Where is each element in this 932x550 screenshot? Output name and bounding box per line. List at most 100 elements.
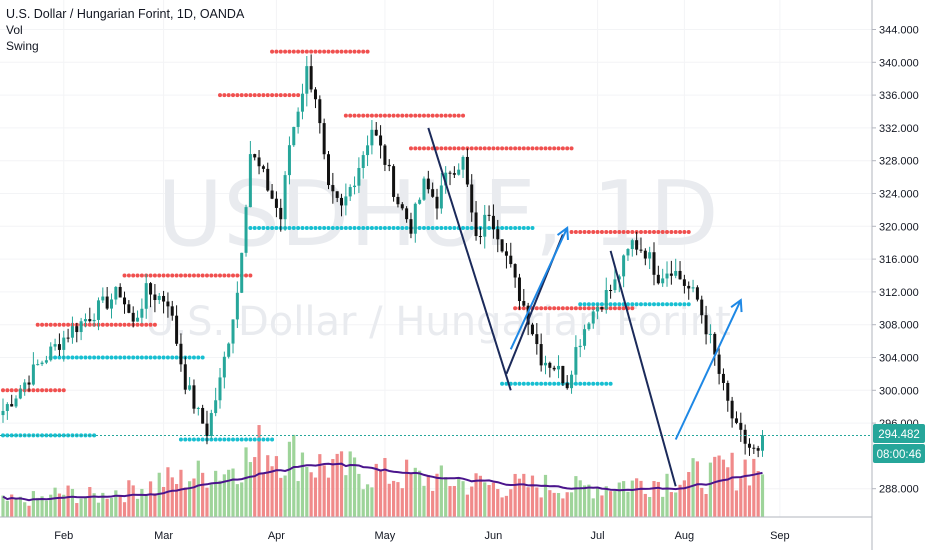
price-axis[interactable]: 344.000 340.000 336.000 332.000 328.000 324.0…: [871, 0, 919, 550]
candle-down: [374, 129, 378, 136]
swing-low-dot: [61, 433, 66, 438]
swing-high-dot: [630, 230, 635, 235]
swing-high-dot: [456, 146, 461, 151]
candle-down: [340, 197, 344, 206]
volume-bar: [387, 483, 391, 517]
price-tick-label: 344.000: [879, 25, 919, 37]
candle-up: [604, 290, 608, 309]
candle-up: [444, 172, 448, 186]
swing-low-dot: [452, 225, 457, 230]
candle-down: [201, 407, 205, 424]
volume-bar: [231, 468, 235, 517]
swing-high-dot: [556, 306, 561, 311]
swing-high-dot: [495, 146, 500, 151]
candle-up: [457, 169, 461, 175]
price-tick-label: 288.000: [879, 484, 919, 496]
volume-bar: [348, 451, 352, 517]
swing-high-dot: [248, 93, 253, 98]
indicator-swing[interactable]: Swing: [6, 39, 39, 53]
volume-bar: [101, 492, 105, 517]
candle-up: [53, 344, 57, 347]
swing-high-dot: [274, 93, 279, 98]
swing-high-dot: [395, 113, 400, 118]
candle-up: [591, 311, 595, 324]
swing-low-dot: [213, 437, 218, 442]
swing-low-dot: [287, 225, 292, 230]
candle-up: [101, 296, 105, 301]
candle-down: [57, 344, 61, 350]
swing-high-dot: [322, 49, 327, 54]
candle-up: [23, 382, 27, 390]
swing-low-dot: [604, 381, 609, 386]
swing-high-dot: [244, 273, 249, 278]
swing-high-dot: [157, 273, 162, 278]
indicator-vol[interactable]: Vol: [6, 23, 23, 37]
swing-low-dot: [248, 437, 253, 442]
candle-down: [405, 208, 409, 220]
swing-high-dot: [565, 306, 570, 311]
swing-low-dot: [322, 225, 327, 230]
volume-bar: [652, 481, 656, 517]
user-drawings[interactable]: [427, 127, 743, 487]
swing-high-dot: [543, 306, 548, 311]
swing-high-dot: [534, 306, 539, 311]
candle-up: [626, 249, 630, 256]
swing-high-dot: [365, 49, 370, 54]
volume-bar: [396, 482, 400, 517]
swing-high-dot: [109, 322, 114, 327]
last-price-value: 294.482: [878, 429, 920, 441]
volume-bar: [630, 480, 634, 517]
swing-high-dot: [621, 230, 626, 235]
chart-title[interactable]: U.S. Dollar / Hungarian Forint, 1D, OAND…: [6, 7, 245, 21]
volume-bar: [235, 484, 239, 517]
volume-bar: [5, 500, 9, 517]
swing-low-dot: [304, 225, 309, 230]
time-tick-label: Feb: [54, 530, 73, 542]
candle-down: [539, 344, 543, 366]
swing-high-dot: [513, 306, 518, 311]
swing-low-dot: [261, 437, 266, 442]
swing-low-dot: [448, 225, 453, 230]
swing-low-dot: [686, 302, 691, 307]
swing-low-dot: [291, 225, 296, 230]
swing-high-dot: [504, 146, 509, 151]
volume-bar: [609, 491, 613, 517]
swing-high-dot: [61, 388, 66, 393]
swing-high-dot: [378, 113, 383, 118]
candle-up: [461, 156, 465, 170]
swing-low-dot: [165, 355, 170, 360]
swing-low-dot: [582, 302, 587, 307]
candle-up: [674, 270, 678, 276]
swing-low-dot: [5, 433, 10, 438]
swing-high-dot: [421, 146, 426, 151]
swing-high-dot: [183, 273, 188, 278]
swing-high-dot: [87, 322, 92, 327]
swing-high-dot: [630, 306, 635, 311]
swing-high-dot: [426, 146, 431, 151]
candle-up: [136, 317, 140, 322]
candle-up: [214, 400, 218, 414]
swing-high-dot: [113, 322, 118, 327]
swing-high-dot: [356, 49, 361, 54]
candle-up: [578, 345, 582, 348]
swing-high-dot: [226, 93, 231, 98]
volume-bar: [726, 467, 730, 517]
volume-bar: [279, 477, 283, 517]
time-axis[interactable]: Feb Mar Apr May Jun Jul Aug Sep: [0, 516, 872, 542]
candle-up: [40, 362, 44, 365]
watermark-ticker: USDHUF, 1D: [157, 162, 718, 267]
candle-down: [331, 185, 335, 192]
swing-high-dot: [352, 113, 357, 118]
candle-down: [509, 255, 513, 265]
swing-high-dot: [586, 306, 591, 311]
volume-bar: [378, 469, 383, 517]
swing-high-dot: [239, 93, 244, 98]
volume-bar: [665, 473, 669, 517]
volume-bar: [53, 487, 57, 517]
swing-high-dot: [213, 273, 218, 278]
volume-bar: [552, 492, 556, 517]
candle-down: [526, 305, 530, 325]
volume-bar: [392, 480, 396, 517]
swing-low-dot: [191, 437, 196, 442]
